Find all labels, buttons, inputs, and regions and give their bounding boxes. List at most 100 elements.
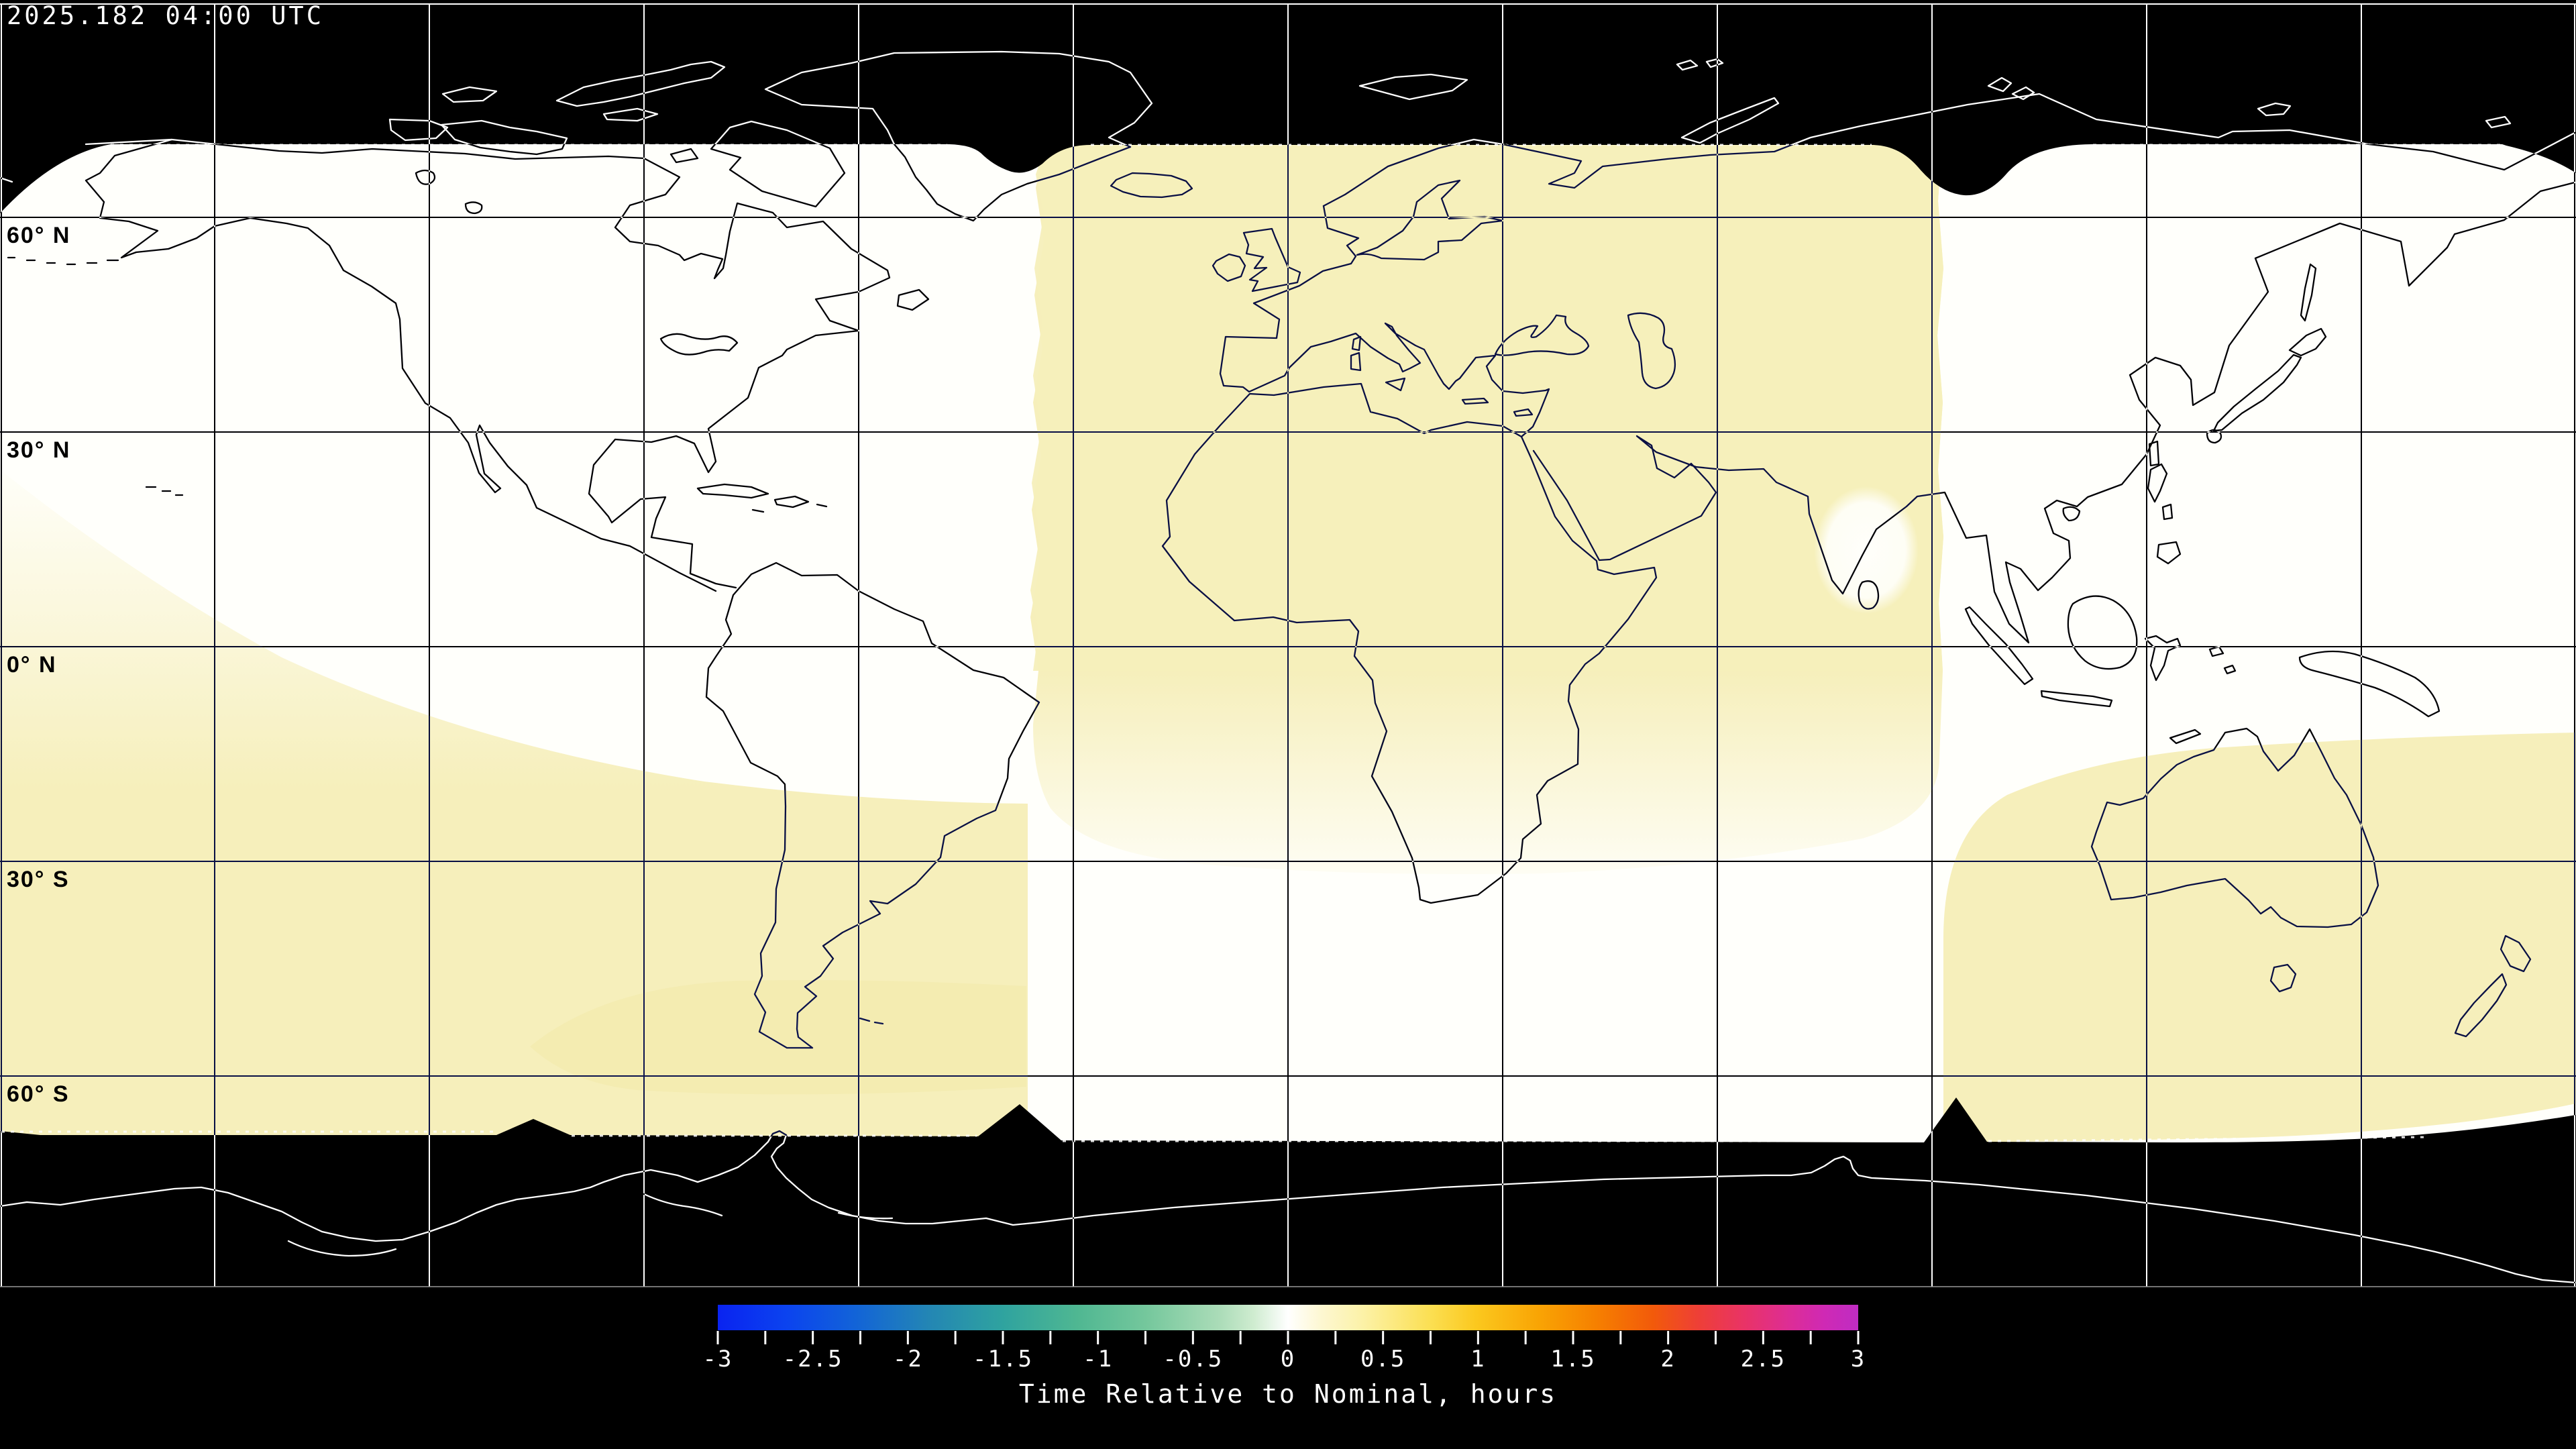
coastline-great-lakes — [659, 333, 739, 356]
coastline-sicily — [1385, 377, 1406, 392]
coastline-greenland — [764, 50, 1153, 222]
coastline-sardinia — [1350, 352, 1362, 372]
coastline-europe-africa — [1161, 205, 1658, 904]
coastline-caspian-sea — [1627, 312, 1676, 390]
colorbar-tick-label: 2.5 — [1740, 1346, 1786, 1373]
colorbar-tick-label: -2 — [892, 1346, 923, 1373]
coastline-wrangel-island — [2485, 115, 2512, 129]
colorbar-tick-label: 2 — [1660, 1346, 1676, 1373]
coastline-novaya-zemlya — [1680, 97, 1780, 144]
coastline-falkland-islands — [859, 1017, 884, 1025]
latitude-label: 60° S — [7, 1081, 70, 1107]
coastline-new-guinea — [2298, 650, 2440, 718]
coastline-severnaya-zemlya — [1987, 76, 2035, 101]
swath-late-regions — [0, 141, 2576, 1148]
coastline-corsica — [1351, 335, 1362, 352]
latitude-label: 60° N — [7, 223, 71, 248]
colorbar-tick-label: 3 — [1850, 1346, 1866, 1373]
coastline-moluccas — [2208, 645, 2237, 675]
colorbar-tick-label: 0 — [1280, 1346, 1296, 1373]
coastline-antarctica-shelf — [287, 1193, 894, 1257]
colorbar-tick-label: -1.5 — [973, 1346, 1033, 1373]
colorbar-tick-label: 0.5 — [1360, 1346, 1406, 1373]
colorbar-tick-label: 1.5 — [1550, 1346, 1596, 1373]
coastline-new-zealand-north — [2500, 934, 2532, 973]
coastline-victoria-island — [440, 119, 568, 156]
latitude-label: 0° N — [7, 652, 57, 678]
swath-yellow-southeast — [1943, 733, 2576, 1148]
swath-accent-patagonia — [530, 980, 1026, 1095]
coastline-aleutians — [7, 256, 119, 266]
coastline-great-slave-lake — [464, 201, 483, 215]
coastline-hispaniola — [773, 495, 810, 508]
coastline-siberia-arctic — [1322, 93, 2576, 207]
coastlines — [0, 50, 2576, 1284]
coastline-kyushu — [2206, 429, 2222, 444]
coastline-cuba — [696, 483, 769, 499]
coastline-asia-south — [1532, 181, 2576, 644]
coastline-crete — [1461, 397, 1489, 405]
coastline-hainan — [2062, 506, 2081, 522]
coastline-hawaii — [145, 486, 184, 496]
coastline-hokkaido — [2288, 327, 2327, 357]
swath-white-india-bulge — [1814, 486, 1919, 614]
coastline-tasmania — [2269, 963, 2297, 993]
coastline-banks-island — [388, 118, 449, 142]
coastline-franz-josef-land — [1676, 58, 1724, 71]
coastline-new-zealand-south — [2454, 973, 2508, 1038]
coastline-sulawesi — [2144, 635, 2182, 682]
coastline-borneo — [2067, 595, 2138, 670]
colorbar-caption: Time Relative to Nominal, hours — [1018, 1379, 1558, 1409]
coastline-mindanao — [2156, 541, 2182, 565]
swath-yellow-southwest — [0, 470, 1028, 1148]
coastline-luzon — [2147, 463, 2168, 503]
coastline-iceland — [1110, 172, 1193, 199]
swath-yellow-europe-africa-core — [1010, 141, 1943, 671]
coastline-jamaica — [751, 508, 765, 513]
colorbar-tick-label: -0.5 — [1163, 1346, 1224, 1373]
coastline-cyprus — [1513, 408, 1534, 417]
colorbar — [716, 1305, 1860, 1344]
coastline-baffin-island — [710, 120, 846, 208]
coastline-newfoundland — [896, 288, 930, 311]
coastline-baltic-sea — [1356, 179, 1504, 261]
colorbar-ticks — [716, 1331, 1860, 1344]
colorbar-tick-label: -2.5 — [782, 1346, 843, 1373]
coastline-puerto-rico — [816, 503, 828, 508]
coastline-southampton-island — [669, 148, 699, 164]
coastline-antarctica — [0, 1130, 2576, 1284]
coastline-sri-lanka — [1858, 580, 1880, 610]
coastline-north-america-west — [85, 138, 717, 592]
data-edge-dots — [1, 144, 2501, 1142]
coastline-black-sea — [1494, 314, 1590, 356]
coastline-north-america — [85, 138, 891, 589]
coastline-south-america — [705, 561, 1040, 1049]
coastline-sakhalin — [2300, 263, 2317, 322]
coastline-taiwan — [2148, 440, 2160, 467]
coastline-timor — [2169, 729, 2202, 745]
colorbar-tick-label: 1 — [1470, 1346, 1486, 1373]
timestamp: 2025.182 04:00 UTC — [7, 1, 324, 30]
latitude-label: 30° N — [7, 437, 71, 463]
coastline-great-bear-lake — [415, 169, 436, 185]
coastline-australia — [2090, 727, 2379, 928]
coastline-devon-island — [602, 107, 659, 122]
colorbar-tick-label: -3 — [702, 1346, 733, 1373]
latitude-label: 30° S — [7, 867, 70, 892]
graticule — [0, 3, 2576, 1287]
coastline-ellesmere-islands — [555, 60, 726, 107]
coastline-ireland — [1212, 253, 1246, 282]
colorbar-tick-label: -1 — [1083, 1346, 1114, 1373]
coastline-great-britain — [1242, 227, 1301, 292]
coastline-parry-islands — [441, 86, 498, 103]
coastline-chukotka-fragment — [0, 176, 13, 183]
coastline-japan — [2212, 354, 2302, 432]
colorbar-bar — [718, 1305, 1858, 1330]
coastline-java — [2040, 690, 2113, 708]
coastline-new-siberian-islands — [2257, 102, 2292, 117]
coastline-sumatra — [1964, 606, 2034, 686]
coastline-visayas — [2161, 503, 2174, 521]
coastline-svalbard — [1358, 73, 1468, 101]
